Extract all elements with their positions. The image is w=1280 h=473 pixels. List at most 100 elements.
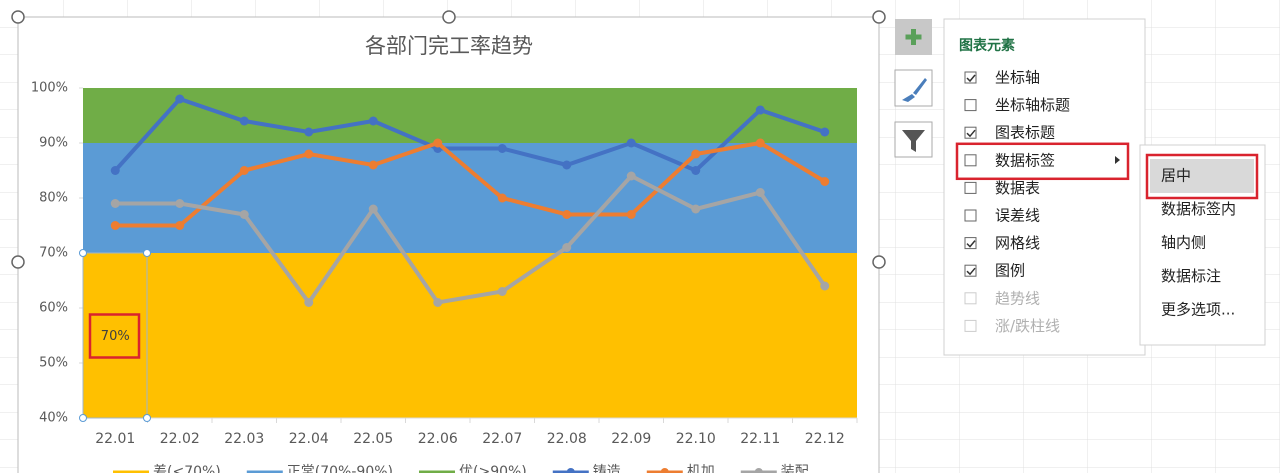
selection-handle <box>143 249 151 257</box>
line <box>113 96 826 173</box>
point <box>755 138 765 148</box>
point <box>368 160 378 170</box>
point <box>497 287 507 296</box>
panel-item[interactable]: 网格线 <box>995 234 1040 252</box>
selection-handle <box>79 414 87 422</box>
point <box>562 210 572 219</box>
point <box>497 144 507 153</box>
x-tick-label: 22.06 <box>418 431 458 447</box>
style-button[interactable] <box>894 69 933 107</box>
point <box>175 221 185 230</box>
point <box>626 138 636 148</box>
x-tick-label: 22.09 <box>611 431 651 447</box>
point <box>497 193 507 203</box>
frame-handles <box>11 10 886 269</box>
y-tick-label: 60% <box>39 301 68 316</box>
point <box>755 105 765 115</box>
elements-panel: 图表元素 坐标轴坐标轴标题图表标题数据标签数据表误差线网格线图例趋势线涨/跌柱线… <box>943 18 1266 356</box>
point <box>175 94 185 104</box>
highlight-box <box>955 142 1130 181</box>
check-mark <box>966 129 976 138</box>
x-tick-label: 22.04 <box>289 431 329 447</box>
legend-label[interactable]: 机加 <box>687 464 715 473</box>
legend-marker <box>754 468 763 473</box>
plus-icon <box>905 29 922 45</box>
point <box>368 204 378 214</box>
panel-item: 涨/跌柱线 <box>995 317 1060 335</box>
x-tick-label: 22.11 <box>740 431 780 447</box>
checkbox[interactable] <box>964 154 977 167</box>
point <box>691 149 701 159</box>
point <box>304 149 314 159</box>
chart: 40% 50% 60% 70% 80% 90% 100% 22.01 22.02 22.03 22.… <box>31 81 858 473</box>
legend-label[interactable]: 优(>90%) <box>459 464 527 473</box>
y-tick-label: 50% <box>39 356 68 371</box>
panel-item: 趋势线 <box>995 289 1040 307</box>
x-tick-label: 22.05 <box>353 431 393 447</box>
legend-label[interactable]: 差(<70%) <box>153 464 221 473</box>
point <box>626 210 636 219</box>
submenu-item[interactable]: 居中 <box>1161 167 1191 185</box>
point <box>626 171 636 181</box>
checkbox[interactable] <box>964 71 977 84</box>
point <box>691 204 701 214</box>
legend-label[interactable]: 铸造 <box>593 464 621 473</box>
panel-item[interactable]: 误差线 <box>995 207 1040 225</box>
x-tick-label: 22.10 <box>676 431 716 447</box>
panel-item[interactable]: 图例 <box>995 262 1025 280</box>
panel-item[interactable]: 坐标轴标题 <box>995 96 1070 114</box>
panel-bg <box>943 18 1146 356</box>
checkbox[interactable] <box>964 181 977 194</box>
hover-bg <box>1150 159 1254 193</box>
x-tick-label: 22.01 <box>95 431 135 447</box>
submenu-item[interactable]: 数据标注 <box>1161 267 1221 285</box>
checkbox[interactable] <box>964 99 977 112</box>
data-label: 70% <box>101 329 130 344</box>
point <box>433 298 443 307</box>
area <box>83 143 857 253</box>
brush-icon <box>902 78 927 102</box>
filter-icon <box>902 130 925 152</box>
checkbox[interactable] <box>964 264 977 277</box>
legend-label[interactable]: 装配 <box>781 464 809 473</box>
point <box>562 160 572 170</box>
y-tick-label: 100% <box>31 81 68 96</box>
submenu-item[interactable]: 更多选项... <box>1161 301 1235 319</box>
panel-item[interactable]: 数据表 <box>995 179 1040 197</box>
point <box>239 210 249 219</box>
submenu-item[interactable]: 轴内侧 <box>1161 234 1206 252</box>
point <box>304 127 314 137</box>
line <box>115 140 826 228</box>
point <box>820 127 830 137</box>
area <box>83 88 857 143</box>
point <box>110 199 120 208</box>
point <box>175 199 185 208</box>
panel-item[interactable]: 图表标题 <box>995 124 1055 142</box>
checkbox[interactable] <box>964 126 977 139</box>
checkbox[interactable] <box>964 237 977 250</box>
checkbox[interactable] <box>964 209 977 222</box>
y-tick-label: 70% <box>39 246 68 261</box>
chart-title: 各部门完工率趋势 <box>365 34 533 58</box>
selection <box>82 252 148 419</box>
point <box>239 166 249 175</box>
highlight-box <box>88 313 141 359</box>
selection-handle <box>79 249 87 257</box>
point <box>755 188 765 197</box>
point <box>820 281 830 291</box>
panel-item[interactable]: 数据标签 <box>995 151 1055 169</box>
panel-item[interactable]: 坐标轴 <box>995 69 1040 87</box>
x-tick-label: 22.07 <box>482 431 522 447</box>
area <box>83 253 857 418</box>
y-tick-label: 80% <box>39 191 68 206</box>
y-tick-label: 90% <box>39 136 68 151</box>
legend-label[interactable]: 正常(70%-90%) <box>287 464 393 473</box>
point <box>239 116 249 126</box>
x-tick-label: 22.08 <box>547 431 587 447</box>
point <box>304 298 314 307</box>
check-mark <box>966 74 976 83</box>
checkbox <box>964 319 977 332</box>
submenu-item[interactable]: 数据标签内 <box>1161 200 1236 218</box>
